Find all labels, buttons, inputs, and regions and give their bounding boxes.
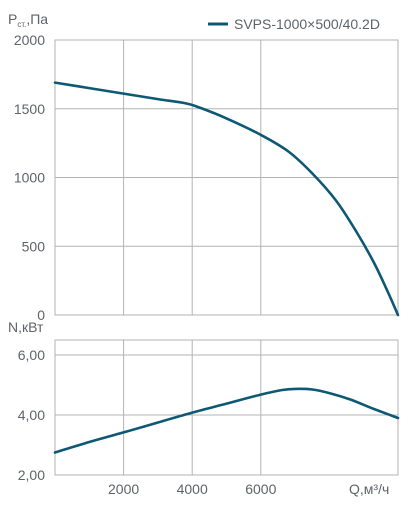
y-tick-label: 6,00 [18,347,45,363]
y-tick-label: 2,00 [18,467,45,483]
pressure-axis-label: Pст.,Па [8,11,48,29]
power-curve [53,387,400,454]
x-axis-label: Q,м³/ч [349,481,389,497]
power-plot-area [54,339,399,476]
x-tick-label: 4000 [177,481,208,497]
pressure-chart-panel: 0 500 1000 1500 2000 Pст.,Па SVPS-1000×500/4… [8,11,400,323]
power-y-ticks: 2,00 4,00 6,00 [18,347,45,483]
power-series [53,387,400,454]
y-tick-label: 2000 [14,32,45,48]
pressure-curve [53,81,400,317]
pressure-y-ticks: 0 500 1000 1500 2000 [14,32,45,323]
x-tick-label: 2000 [108,481,139,497]
y-tick-label: 500 [22,238,46,254]
y-tick-label: 4,00 [18,407,45,423]
power-axis-label: N,кВт [8,319,44,335]
legend-label: SVPS-1000×500/40.2D [234,16,380,32]
power-grid [55,340,398,476]
y-tick-label: 0 [37,307,45,323]
pressure-grid [55,39,398,316]
power-chart-panel: 2,00 4,00 6,00 2000 4000 6000 N,кВт Q,м³/ч [8,319,400,497]
y-tick-label: 1000 [14,170,45,186]
y-tick-label: 1500 [14,101,45,117]
pressure-series [53,81,400,317]
x-tick-label: 6000 [245,481,276,497]
x-ticks: 2000 4000 6000 [108,481,277,497]
legend: SVPS-1000×500/40.2D [208,16,380,32]
